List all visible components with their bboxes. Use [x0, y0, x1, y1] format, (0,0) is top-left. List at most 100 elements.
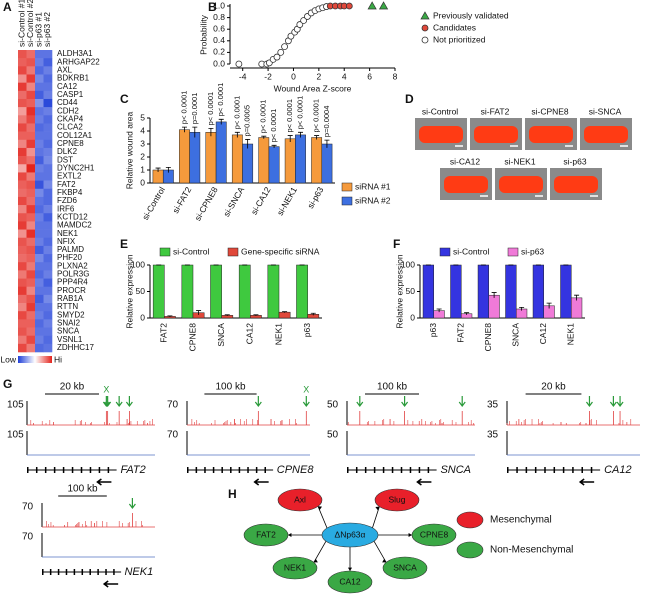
exon	[572, 467, 574, 473]
panel-label: H	[228, 487, 237, 501]
row-label: DST	[57, 155, 73, 164]
heatmap-cell	[18, 172, 27, 181]
error-bar	[574, 294, 580, 301]
heatmap-cell	[43, 237, 53, 247]
row-label: FKBP4	[57, 188, 83, 197]
colorbar	[18, 356, 52, 363]
error-bar	[464, 312, 470, 315]
heatmap-cell	[43, 180, 53, 190]
exon	[400, 467, 403, 473]
point	[345, 2, 353, 10]
p-value: p< 0.0001	[216, 83, 225, 117]
point	[296, 21, 304, 28]
heatmap-cell	[43, 115, 53, 124]
legend-label: si-Control	[173, 246, 209, 256]
heatmap-cell	[26, 74, 36, 83]
p-value: p< 0.0001	[269, 109, 278, 143]
wound-area	[584, 126, 628, 143]
colorbar-label: Low	[0, 354, 16, 364]
panel-label: B	[208, 0, 217, 14]
heatmap-cell	[43, 107, 53, 116]
arrowhead	[375, 506, 380, 511]
arrow	[356, 396, 364, 407]
error-bar	[196, 310, 202, 315]
node	[382, 556, 428, 580]
y-tick-label: 50	[136, 286, 146, 296]
heatmap-cell	[43, 139, 53, 149]
exon	[105, 569, 107, 575]
y-tick-label: 0	[140, 177, 145, 187]
node-label: NEK1	[284, 562, 306, 572]
heatmap-cell	[35, 221, 44, 230]
image-label: si-CA12	[450, 156, 481, 166]
heatmap-cell	[18, 213, 27, 222]
heatmap-cell	[26, 205, 36, 214]
heatmap-cell	[26, 278, 36, 288]
image-label: si-SNCA	[589, 106, 622, 116]
arrow	[254, 396, 262, 407]
error-bar	[234, 131, 240, 138]
heatmap-cell	[18, 196, 27, 206]
bar	[488, 294, 500, 319]
heatmap-cell	[18, 303, 27, 312]
heatmap-cell	[18, 115, 27, 124]
exon	[49, 569, 52, 575]
row-label: CA12	[57, 82, 78, 91]
y-tick-label: 2	[140, 151, 145, 161]
scale-bar-label: 20 kb	[541, 382, 566, 393]
heatmap-cell	[35, 98, 44, 108]
arrow	[115, 396, 123, 407]
point	[378, 1, 389, 10]
heatmap-cell	[43, 245, 53, 255]
x-tick-label: NEK1	[566, 323, 576, 345]
track-max: 35	[487, 430, 499, 441]
bar	[532, 264, 545, 319]
exon	[230, 467, 232, 473]
y-axis-label: Relative wound area	[124, 111, 134, 189]
heatmap-cell	[43, 172, 53, 181]
image-label: si-NEK1	[504, 156, 535, 166]
exon	[590, 467, 593, 473]
bar	[321, 143, 333, 184]
legend-marker	[421, 36, 429, 44]
heatmap-cell	[26, 213, 36, 222]
heatmap-cell	[35, 74, 44, 83]
heatmap-cell	[43, 262, 53, 271]
heatmap-cell	[18, 82, 27, 92]
heatmap-cell	[26, 172, 36, 181]
heatmap-cell	[43, 327, 53, 336]
heatmap-cell	[35, 188, 44, 198]
exon	[53, 467, 56, 473]
point	[281, 43, 288, 50]
heatmap-cell	[35, 50, 44, 59]
error-bar	[253, 314, 259, 316]
heatmap-cell	[43, 147, 53, 157]
heatmap-cell	[35, 335, 44, 345]
arrowhead	[408, 532, 412, 538]
heatmap-cell	[35, 66, 44, 75]
y-axis-label: Relative expression	[124, 254, 134, 328]
heatmap-cell	[26, 196, 36, 206]
error-bar	[167, 315, 173, 317]
scale-bar-label: 100 kb	[377, 382, 407, 393]
x-tick-label: 2	[316, 71, 321, 81]
exon	[544, 467, 546, 473]
exon	[35, 467, 38, 473]
heatmap-cell	[26, 58, 36, 67]
y-tick-label: 5	[140, 112, 145, 122]
row-label: FZD6	[57, 196, 78, 205]
heatmap-cell	[18, 245, 27, 255]
image-label: si-p63	[563, 156, 586, 166]
x-tick-label: 8	[393, 71, 398, 81]
error-bar	[271, 144, 277, 148]
heatmap-cell	[26, 156, 36, 165]
y-tick-label: 100	[401, 259, 415, 269]
exon	[255, 467, 258, 473]
x-tick-label: 6	[367, 71, 372, 81]
heatmap-cell	[35, 196, 44, 206]
heatmap-cell	[18, 319, 27, 328]
marker: X	[303, 384, 309, 394]
row-label: CDH2	[57, 106, 79, 115]
legend-marker	[456, 511, 484, 529]
